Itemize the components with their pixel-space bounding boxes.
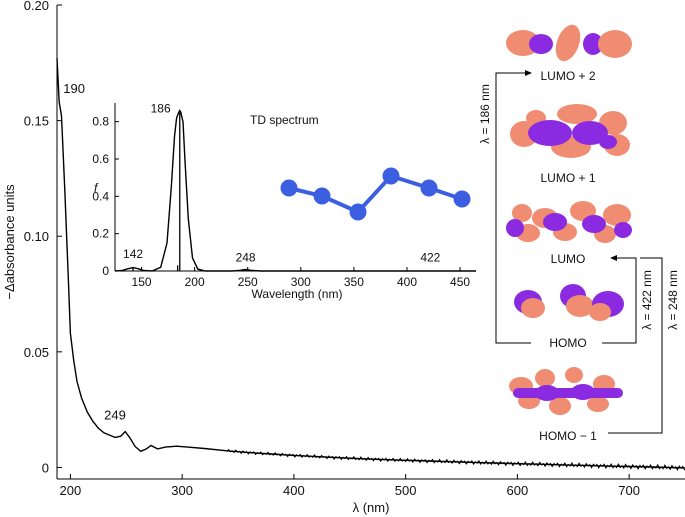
main-x-tick-label: 500 xyxy=(395,483,417,498)
main-y-tick-label: 0 xyxy=(42,460,49,475)
orbital-label-lumo: LUMO xyxy=(551,252,586,266)
orbital-label-homo: HOMO xyxy=(549,336,586,350)
inset-x-tick-label: 450 xyxy=(450,275,470,289)
inset-y-tick-label: 0.4 xyxy=(92,189,109,203)
main-x-tick-label: 700 xyxy=(618,483,640,498)
molecule-atom xyxy=(280,179,298,197)
inset-title: TD spectrum xyxy=(250,113,319,127)
main-x-tick-label: 200 xyxy=(60,483,82,498)
orbital-label-lumo-plus-2: LUMO + 2 xyxy=(540,69,595,83)
inset-x-tick-label: 300 xyxy=(291,275,311,289)
peak-label-190: 190 xyxy=(63,81,85,96)
inset-x-tick-label: 400 xyxy=(397,275,417,289)
main-y-tick-label: 0.20 xyxy=(24,0,49,13)
molecule-atom xyxy=(420,179,438,197)
transition-label-248nm: λ = 248 nm xyxy=(666,270,680,330)
main-x-ticks: 200 300 400 500 600 700 xyxy=(60,474,640,498)
inset-label-248: 248 xyxy=(236,251,256,265)
transition-label-422nm: λ = 422 nm xyxy=(640,270,654,330)
molecule-atom xyxy=(349,203,367,221)
molecule-atom xyxy=(453,190,471,208)
inset-y-axis-label: f xyxy=(94,181,99,195)
inset-y-tick-label: 0.6 xyxy=(92,152,109,166)
inset-x-tick-label: 150 xyxy=(132,275,152,289)
main-spectrum-line xyxy=(56,58,685,469)
inset-x-tick-label: 250 xyxy=(238,275,258,289)
inset-x-tick-label: 200 xyxy=(185,275,205,289)
arrow-248nm xyxy=(608,257,663,434)
main-spectrum-noise xyxy=(226,448,685,471)
orbital-homo-minus-1-image xyxy=(509,367,623,415)
orbital-lumo-plus-1-image xyxy=(510,104,630,158)
transition-label-186nm: λ = 186 nm xyxy=(478,84,492,144)
inset-x-ticks: 150 200 250 300 350 400 450 xyxy=(132,267,470,289)
transition-arrows xyxy=(495,70,663,434)
orbital-label-lumo-plus-1: LUMO + 1 xyxy=(540,171,595,185)
main-y-tick-label: 0.15 xyxy=(24,114,49,129)
orbital-lumo-image xyxy=(506,201,632,243)
molecule-structure xyxy=(280,167,471,221)
orbital-homo-image xyxy=(514,284,624,321)
inset-label-142: 142 xyxy=(123,247,143,261)
arrow-422nm xyxy=(602,257,637,344)
main-y-tick-label: 0.10 xyxy=(24,229,49,244)
main-y-ticks: 0 0.05 0.10 0.15 0.20 xyxy=(24,0,62,475)
inset-x-axis-label: Wavelength (nm) xyxy=(252,287,343,301)
inset-y-tick-label: 0.2 xyxy=(92,227,109,241)
molecule-atom xyxy=(313,187,331,205)
orbital-lumo-plus-2-image xyxy=(506,24,632,62)
inset-y-tick-label: 0 xyxy=(102,264,109,278)
inset-spectrum-line xyxy=(114,109,476,272)
main-x-tick-label: 600 xyxy=(507,483,529,498)
molecule-atom xyxy=(382,167,400,185)
main-x-axis-label: λ (nm) xyxy=(353,500,390,515)
peak-label-249: 249 xyxy=(104,408,126,423)
arrow-186nm xyxy=(495,72,531,344)
orbital-label-homo-minus-1: HOMO − 1 xyxy=(539,429,597,443)
inset-y-ticks: 0 0.2 0.4 0.6 0.8 xyxy=(92,115,119,278)
main-x-tick-label: 400 xyxy=(283,483,305,498)
inset-label-186: 186 xyxy=(151,101,171,115)
inset-plot: 00.20.40.60.8 150 200 250 300 350 400 450 142 … xyxy=(92,101,476,301)
main-y-axis-label: −Δabsorbance units xyxy=(2,184,17,300)
inset-oscillator-sticks xyxy=(132,112,247,271)
inset-x-tick-label: 350 xyxy=(344,275,364,289)
main-y-tick-label: 0.05 xyxy=(24,345,49,360)
orbital-panel: LUMO + 2 LUMO + 1 LU xyxy=(478,24,680,443)
inset-label-422: 422 xyxy=(420,251,440,265)
main-x-tick-label: 300 xyxy=(171,483,193,498)
inset-y-tick-label: 0.8 xyxy=(92,115,109,129)
